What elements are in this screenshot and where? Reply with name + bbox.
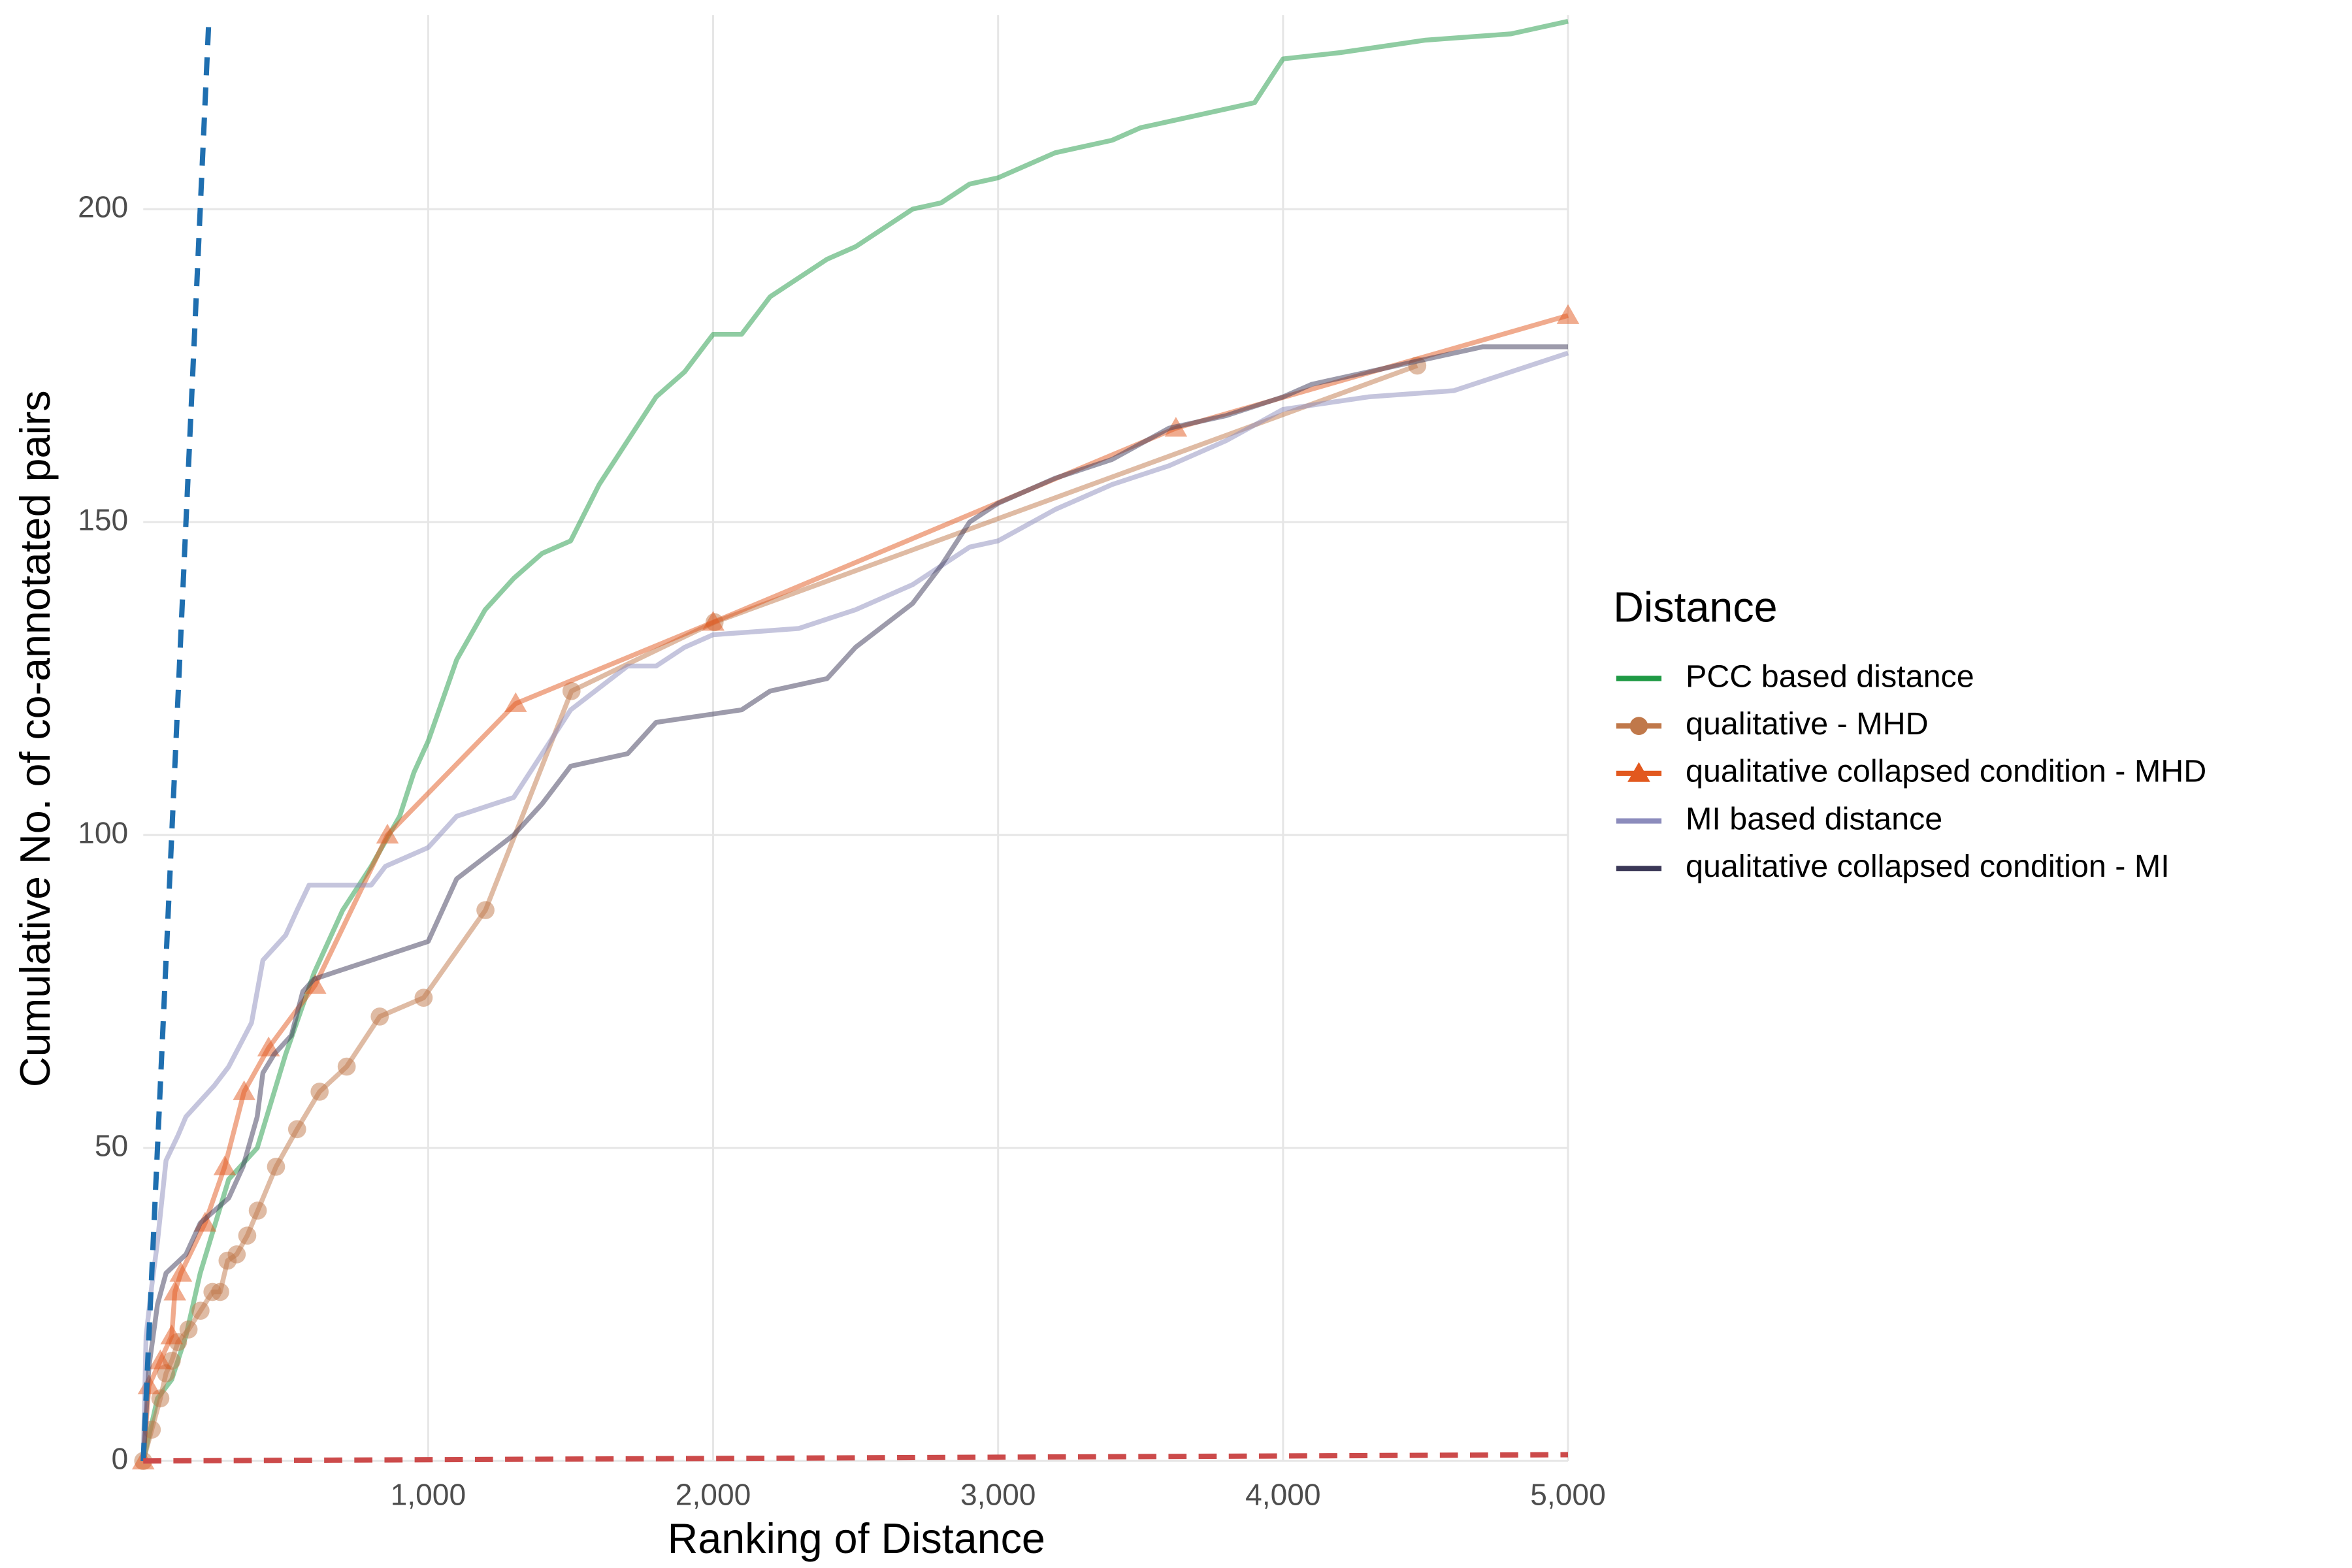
point-marker: [227, 1245, 246, 1264]
series-line: [140, 350, 1569, 1462]
plot-area: [131, 14, 1580, 1470]
legend: Distance PCC based distance qualitative -…: [1613, 584, 2206, 884]
x-tick-label: 2,000: [676, 1478, 751, 1512]
legend-title: Distance: [1613, 584, 1777, 631]
series-line: [140, 363, 1418, 1462]
point-marker: [1556, 304, 1580, 324]
legend-marker: [1627, 762, 1650, 782]
point-marker: [213, 1155, 237, 1175]
point-marker: [248, 1201, 267, 1220]
legend-label: PCC based distance: [1686, 659, 1974, 694]
y-tick-label: 200: [78, 189, 128, 223]
point-marker: [337, 1057, 356, 1076]
x-tick-label: 3,000: [960, 1478, 1036, 1512]
point-marker: [233, 1080, 255, 1100]
point-marker: [562, 681, 581, 700]
point-marker: [163, 1281, 186, 1301]
x-tick-label: 1,000: [391, 1478, 466, 1512]
legend-label: qualitative collapsed condition - MHD: [1686, 754, 2206, 789]
legend-label: qualitative - MHD: [1686, 706, 1929, 742]
legend-marker-shape: [1629, 717, 1648, 735]
reference-line: [140, 14, 212, 1462]
point-marker: [149, 1349, 172, 1369]
legend-label: MI based distance: [1686, 801, 1942, 836]
point-marker: [476, 901, 495, 919]
series-line: [140, 313, 1569, 1462]
grid: [143, 15, 1569, 1462]
x-tick-label: 4,000: [1245, 1478, 1320, 1512]
point-marker: [414, 988, 433, 1007]
y-axis-title: Cumulative No. of co-annotated pairs: [12, 390, 59, 1087]
point-marker: [169, 1262, 193, 1282]
point-marker: [238, 1226, 257, 1245]
point-marker: [287, 1120, 306, 1139]
x-axis-title: Ranking of Distance: [668, 1515, 1045, 1562]
point-marker: [160, 1324, 184, 1345]
y-tick-label: 150: [78, 502, 128, 536]
y-tick-label: 0: [111, 1441, 128, 1475]
y-tick-label: 50: [95, 1128, 128, 1162]
point-marker: [211, 1282, 229, 1301]
x-tick-label: 5,000: [1530, 1478, 1605, 1512]
point-marker: [504, 692, 527, 712]
point-marker: [376, 823, 399, 844]
point-marker: [267, 1158, 286, 1176]
point-marker: [370, 1007, 389, 1026]
point-marker: [303, 973, 327, 994]
legend-marker: [1629, 717, 1648, 735]
series-line: [140, 19, 1569, 1462]
point-marker: [179, 1320, 198, 1339]
legend-label: qualitative collapsed condition - MI: [1686, 849, 2170, 884]
point-marker: [310, 1083, 329, 1101]
series-line: [140, 344, 1568, 1462]
point-marker: [702, 611, 725, 631]
y-tick-label: 100: [78, 815, 128, 849]
legend-marker-shape: [1627, 762, 1650, 782]
axes: 0 50 100 150 200 1,000 2,000 3,000 4,000 5,000: [78, 189, 1606, 1511]
point-marker: [191, 1301, 210, 1320]
reference-line: [143, 1452, 1569, 1464]
